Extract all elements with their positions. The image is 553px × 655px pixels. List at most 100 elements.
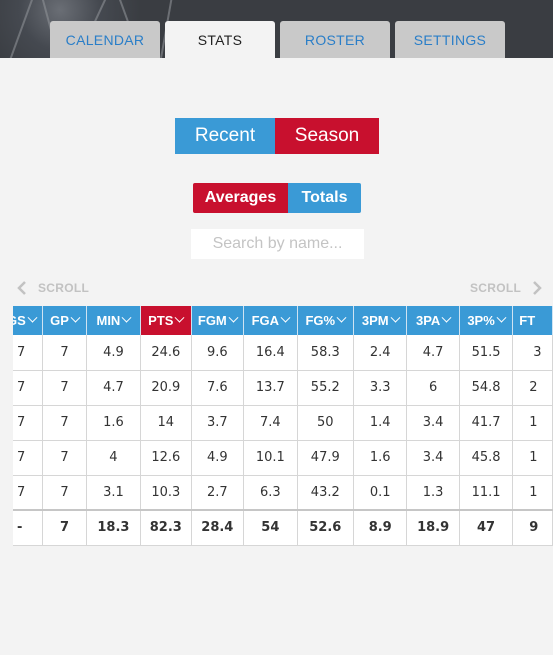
table-cell: 51.5 [459, 335, 514, 371]
tab-bar: CALENDAR STATS ROSTER SETTINGS [50, 21, 505, 58]
table-cell: 2.7 [191, 475, 245, 511]
col-header-min[interactable]: MIN [86, 306, 142, 335]
table-cell: 1 [512, 405, 553, 441]
table-cell: 16.4 [243, 335, 298, 371]
col-header-3pm[interactable]: 3PM [353, 306, 408, 335]
col-header-label: PTS [148, 313, 174, 328]
table-cell: 3.1 [86, 475, 142, 511]
col-header-label: 3PM [361, 313, 389, 328]
table-cell: 9.6 [191, 335, 245, 371]
table-cell: 4.7 [86, 370, 142, 406]
table-cell: 7 [42, 405, 87, 441]
col-header-label: 3P% [467, 313, 495, 328]
table-cell: 1.6 [353, 440, 408, 476]
col-header-fgm[interactable]: FGM [191, 306, 245, 335]
table-cell: 7 [13, 440, 44, 476]
total-cell: 54 [243, 509, 298, 546]
table-cell: 50 [297, 405, 355, 441]
chevron-down-icon [336, 312, 347, 323]
table-cell: 1.6 [86, 405, 142, 441]
stats-table-scroll[interactable]: GS GP MIN PTS FGM FGA FG% 3PM 3PA 3P% FT… [13, 306, 553, 548]
averages-button[interactable]: Averages [193, 183, 288, 213]
table-cell: 4.9 [86, 335, 142, 371]
scroll-right-hint[interactable]: SCROLL [470, 280, 545, 296]
table-cell: 45.8 [459, 440, 514, 476]
table-cell: 2 [512, 370, 553, 406]
table-cell: 3.4 [406, 405, 460, 441]
chevron-down-icon [121, 312, 132, 323]
period-toggle: Recent Season [175, 118, 379, 154]
table-cell: 1.4 [353, 405, 408, 441]
table-cell: 6.3 [243, 475, 298, 511]
table-cell: 4.9 [191, 440, 245, 476]
table-row[interactable]: 7 7 4.9 24.6 9.6 16.4 58.3 2.4 4.7 51.5 … [13, 335, 553, 371]
totals-row: - 7 18.3 82.3 28.4 54 52.6 8.9 18.9 47 9 [13, 509, 553, 546]
scroll-left-hint[interactable]: SCROLL [14, 280, 89, 296]
tab-settings[interactable]: SETTINGS [395, 21, 505, 58]
table-cell: 1 [512, 475, 553, 511]
table-cell: 0.1 [353, 475, 408, 511]
table-cell: 7 [42, 370, 87, 406]
recent-button[interactable]: Recent [175, 118, 275, 154]
table-cell: 3.7 [191, 405, 245, 441]
table-cell: 7 [42, 475, 87, 511]
chevron-down-icon [175, 312, 185, 323]
table-cell: 47.9 [297, 440, 355, 476]
season-button[interactable]: Season [275, 118, 379, 154]
total-cell: 47 [459, 509, 514, 546]
col-header-3p-pct[interactable]: 3P% [459, 306, 514, 335]
table-cell: 7 [13, 370, 44, 406]
table-cell: 11.1 [459, 475, 514, 511]
tab-stats[interactable]: STATS [165, 21, 275, 58]
mode-toggle: Averages Totals [193, 183, 361, 213]
table-cell: 7.6 [191, 370, 245, 406]
table-row[interactable]: 7 7 4 12.6 4.9 10.1 47.9 1.6 3.4 45.8 1 [13, 440, 553, 476]
total-cell: 9 [512, 509, 553, 546]
col-header-fga[interactable]: FGA [243, 306, 298, 335]
total-cell: 18.3 [86, 509, 142, 546]
header-banner: CALENDAR STATS ROSTER SETTINGS [0, 0, 553, 58]
table-row[interactable]: 7 7 4.7 20.9 7.6 13.7 55.2 3.3 6 54.8 2 [13, 370, 553, 406]
table-cell: 7 [13, 405, 44, 441]
table-row[interactable]: 7 7 3.1 10.3 2.7 6.3 43.2 0.1 1.3 11.1 1 [13, 475, 553, 511]
table-cell: 1 [512, 440, 553, 476]
col-header-3pa[interactable]: 3PA [406, 306, 460, 335]
col-header-label: MIN [96, 313, 121, 328]
table-cell: 12.6 [140, 440, 192, 476]
total-cell: 82.3 [140, 509, 192, 546]
table-cell: 20.9 [140, 370, 192, 406]
chevron-left-icon [14, 280, 30, 296]
chevron-right-icon [529, 280, 545, 296]
col-header-ft[interactable]: FT [512, 306, 553, 335]
chevron-down-icon [228, 312, 239, 323]
total-cell: 18.9 [406, 509, 460, 546]
table-cell: 7.4 [243, 405, 298, 441]
col-header-fg-pct[interactable]: FG% [297, 306, 355, 335]
totals-button[interactable]: Totals [288, 183, 361, 213]
table-cell: 2.4 [353, 335, 408, 371]
table-cell: 4 [86, 440, 142, 476]
table-row[interactable]: 7 7 1.6 14 3.7 7.4 50 1.4 3.4 41.7 1 [13, 405, 553, 441]
tab-calendar[interactable]: CALENDAR [50, 21, 160, 58]
table-cell: 7 [42, 440, 87, 476]
col-header-pts[interactable]: PTS [140, 306, 192, 335]
table-cell: 43.2 [297, 475, 355, 511]
total-cell: 52.6 [297, 509, 355, 546]
table-cell: 14 [140, 405, 192, 441]
table-cell: 3.4 [406, 440, 460, 476]
stats-table: GS GP MIN PTS FGM FGA FG% 3PM 3PA 3P% FT… [13, 306, 553, 546]
col-header-gs[interactable]: GS [13, 306, 44, 335]
table-cell: 6 [406, 370, 460, 406]
col-header-label: FG% [305, 313, 336, 328]
total-cell: 8.9 [353, 509, 408, 546]
total-cell: 7 [42, 509, 87, 546]
chevron-down-icon [280, 312, 291, 323]
table-cell: 7 [42, 335, 87, 371]
scroll-right-label: SCROLL [470, 281, 522, 295]
table-cell: 7 [13, 335, 44, 371]
col-header-gp[interactable]: GP [42, 306, 87, 335]
chevron-down-icon [441, 312, 452, 323]
chevron-down-icon [27, 312, 38, 323]
search-input[interactable] [191, 229, 364, 259]
tab-roster[interactable]: ROSTER [280, 21, 390, 58]
